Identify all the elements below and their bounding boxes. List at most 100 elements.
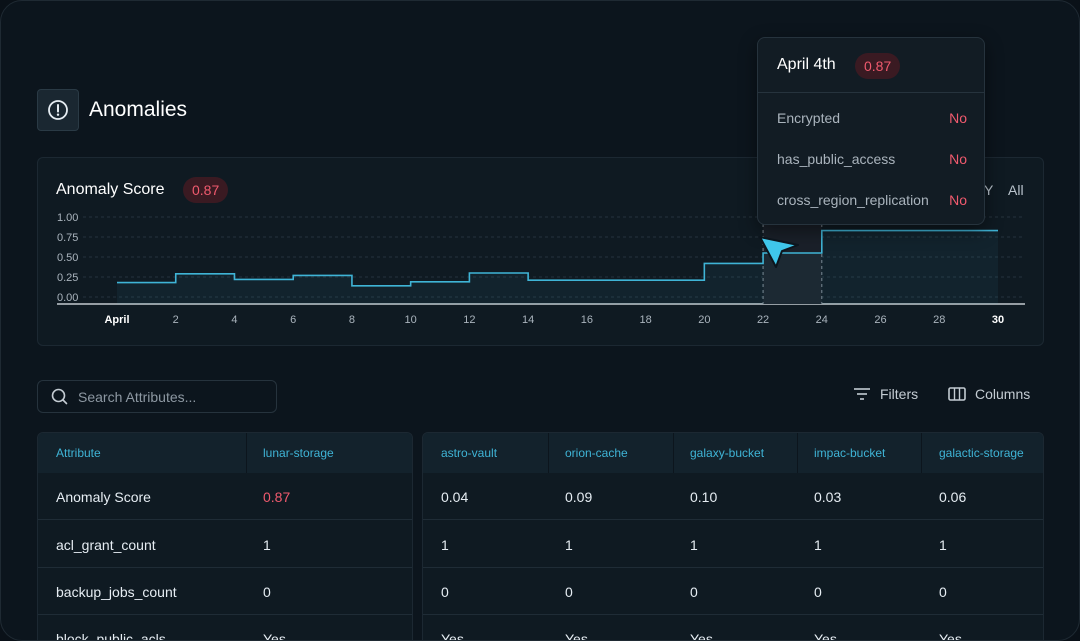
table-header: astro-vault orion-cache galaxy-bucket im…: [423, 433, 1043, 473]
value-cell: 0.10: [690, 489, 718, 505]
tooltip-row-value: No: [949, 110, 967, 126]
attribute-cell: block_public_acls: [56, 631, 166, 641]
column-header-lunar-storage[interactable]: lunar-storage: [263, 446, 334, 460]
attribute-cell: acl_grant_count: [56, 537, 156, 553]
x-tick-label: 30: [992, 314, 1004, 326]
column-divider: [797, 433, 798, 473]
lunar-storage-cell: 1: [263, 537, 271, 553]
value-cell: 0: [690, 584, 698, 600]
table-row[interactable]: backup_jobs_count 0: [38, 568, 412, 615]
y-tick-label: 0.00: [57, 292, 78, 304]
lunar-storage-cell: Yes: [263, 631, 286, 641]
value-cell: Yes: [814, 631, 837, 641]
series-area: [117, 230, 998, 304]
tooltip-row-value: No: [949, 151, 967, 167]
filters-label: Filters: [880, 386, 919, 402]
tooltip-row: Encrypted No: [777, 110, 967, 126]
y-tick-label: 0.75: [57, 232, 78, 244]
chart-tooltip: April 4th 0.87 Encrypted No has_public_a…: [757, 37, 985, 225]
table-row[interactable]: acl_grant_count 1: [38, 521, 412, 568]
table-row[interactable]: 1 1 1 1 1: [423, 521, 1043, 568]
tooltip-score-badge: 0.87: [855, 53, 901, 79]
value-cell: Yes: [690, 631, 713, 641]
y-tick-label: 1.00: [57, 212, 78, 224]
table-row[interactable]: Anomaly Score 0.87: [38, 473, 412, 520]
comparison-table: astro-vault orion-cache galaxy-bucket im…: [422, 432, 1044, 641]
column-header-astro-vault[interactable]: astro-vault: [441, 446, 498, 460]
columns-icon: [948, 387, 966, 401]
x-tick-label: 14: [522, 314, 534, 326]
tooltip-header: April 4th 0.87: [758, 38, 984, 93]
table-row[interactable]: 0.04 0.09 0.10 0.03 0.06: [423, 473, 1043, 520]
column-header-galactic-storage[interactable]: galactic-storage: [939, 446, 1024, 460]
x-tick-label: 18: [639, 314, 651, 326]
page-title: Anomalies: [89, 98, 188, 121]
value-cell: 0: [814, 584, 822, 600]
column-header-impac-bucket[interactable]: impac-bucket: [814, 446, 886, 460]
value-cell: 0.03: [814, 489, 842, 505]
x-tick-label: 12: [463, 314, 475, 326]
value-cell: 0: [939, 584, 947, 600]
alert-circle-icon: [37, 89, 79, 131]
series-line: [117, 229, 998, 287]
y-tick-label: 0.25: [57, 272, 78, 284]
column-divider: [246, 433, 247, 473]
value-cell: 0: [441, 584, 449, 600]
value-cell: 0.06: [939, 489, 967, 505]
range-button-all[interactable]: All: [1008, 182, 1024, 198]
tooltip-row-label: has_public_access: [777, 151, 896, 167]
x-tick-label: April: [104, 314, 129, 326]
column-header-orion-cache[interactable]: orion-cache: [565, 446, 628, 460]
value-cell: 0: [565, 584, 573, 600]
search-input[interactable]: [78, 388, 268, 405]
column-divider: [673, 433, 674, 473]
pinned-table: Attribute lunar-storage Anomaly Score 0.8…: [37, 432, 413, 641]
x-tick-label: 24: [816, 314, 828, 326]
y-tick-label: 0.50: [57, 252, 78, 264]
tooltip-row-value: No: [949, 192, 967, 208]
columns-button[interactable]: Columns: [948, 386, 1030, 402]
x-tick-label: 16: [581, 314, 593, 326]
page-header: Anomalies: [37, 89, 187, 131]
value-cell: 1: [565, 537, 573, 553]
value-cell: 1: [441, 537, 449, 553]
highlight-band: [763, 224, 822, 304]
value-cell: Yes: [441, 631, 464, 641]
tooltip-row-label: cross_region_replication: [777, 192, 929, 208]
value-cell: 1: [939, 537, 947, 553]
chart-title: Anomaly Score: [56, 181, 165, 198]
score-badge: 0.87: [183, 177, 229, 203]
x-tick-label: 22: [757, 314, 769, 326]
x-tick-label: 26: [874, 314, 886, 326]
table-row[interactable]: 0 0 0 0 0: [423, 568, 1043, 615]
x-tick-label: 2: [173, 314, 179, 326]
value-cell: 1: [814, 537, 822, 553]
attribute-cell: Anomaly Score: [56, 489, 151, 505]
table-header: Attribute lunar-storage: [38, 433, 412, 473]
column-divider: [548, 433, 549, 473]
attribute-cell: backup_jobs_count: [56, 584, 177, 600]
value-cell: 0.04: [441, 489, 469, 505]
tooltip-date: April 4th: [777, 56, 836, 73]
tooltip-row: cross_region_replication No: [777, 192, 967, 208]
x-tick-label: 8: [349, 314, 355, 326]
x-tick-label: 28: [933, 314, 945, 326]
column-header-attribute[interactable]: Attribute: [56, 446, 101, 460]
search-box[interactable]: [37, 380, 277, 413]
x-tick-label: 4: [231, 314, 237, 326]
lunar-storage-cell: 0.87: [263, 489, 291, 505]
value-cell: Yes: [939, 631, 962, 641]
value-cell: Yes: [565, 631, 588, 641]
filters-button[interactable]: Filters: [853, 386, 918, 402]
range-button-year[interactable]: Y: [984, 182, 994, 198]
tooltip-row-label: Encrypted: [777, 110, 841, 126]
column-divider: [921, 433, 922, 473]
pointer-cursor-icon: [759, 236, 799, 268]
columns-label: Columns: [975, 386, 1031, 402]
value-cell: 0.09: [565, 489, 593, 505]
table-row[interactable]: block_public_acls Yes: [38, 615, 412, 641]
table-row[interactable]: Yes Yes Yes Yes Yes: [423, 615, 1043, 641]
column-header-galaxy-bucket[interactable]: galaxy-bucket: [690, 446, 765, 460]
